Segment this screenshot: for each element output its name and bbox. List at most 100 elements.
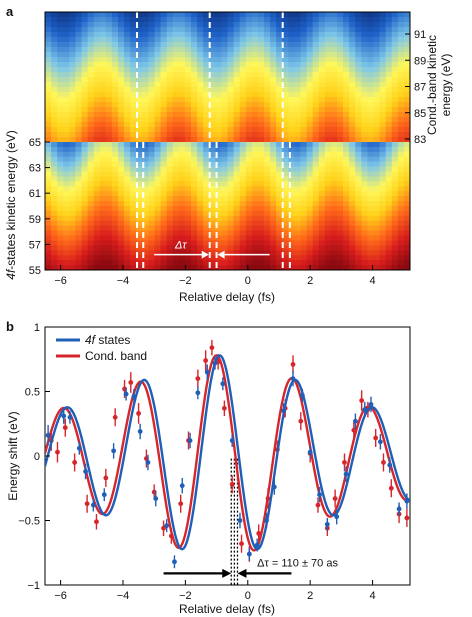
heatmap-cell-bottom: [118, 151, 125, 158]
heatmap-cell-top: [191, 102, 198, 108]
heatmap-cell-bottom: [361, 191, 369, 197]
heatmap-cell-top: [172, 132, 180, 138]
heatmap-cell-bottom: [75, 166, 83, 173]
heatmap-cell-bottom: [276, 166, 283, 173]
heatmap-cell-top: [154, 12, 162, 18]
heatmap-cell-bottom: [75, 230, 83, 237]
heatmap-cell-top: [184, 57, 192, 63]
heatmap-cell-top: [148, 122, 156, 128]
heatmap-cell-top: [245, 77, 253, 83]
heatmap-cell-top: [282, 87, 289, 93]
heatmap-cell-bottom: [379, 151, 387, 158]
heatmap-cell-bottom: [57, 176, 64, 182]
heatmap-cell-top: [264, 22, 271, 28]
heatmap-cell-bottom: [63, 225, 70, 232]
heatmap-cell-bottom: [203, 146, 210, 153]
heatmap-cell-bottom: [337, 245, 344, 251]
heatmap-cell-bottom: [264, 171, 271, 178]
heatmap-cell-bottom: [270, 176, 277, 182]
heatmap-cell-bottom: [166, 166, 174, 173]
heatmap-cell-bottom: [373, 196, 381, 202]
heatmap-cell-top: [239, 32, 247, 38]
heatmap-cell-bottom: [136, 260, 143, 266]
y-tick-label-b: −0.5: [18, 516, 40, 528]
heatmap-cell-top: [294, 112, 302, 118]
heatmap-cell-bottom: [391, 191, 399, 197]
heatmap-cell-bottom: [355, 181, 362, 187]
heatmap-cell-bottom: [166, 230, 174, 237]
heatmap-cell-top: [349, 92, 356, 98]
heatmap-cell-bottom: [337, 186, 344, 192]
heatmap-cell-top: [69, 82, 77, 88]
heatmap-cell-bottom: [251, 220, 259, 227]
heatmap-cell-top: [227, 72, 235, 78]
heatmap-cell-bottom: [203, 151, 210, 158]
heatmap-cell-bottom: [264, 230, 271, 237]
heatmap-cell-top: [227, 52, 235, 58]
heatmap-cell-bottom: [221, 225, 229, 232]
heatmap-cell-top: [343, 137, 350, 143]
series-point: [204, 369, 210, 375]
heatmap-cell-bottom: [306, 161, 314, 168]
heatmap-cell-bottom: [111, 225, 119, 232]
heatmap-cell-top: [99, 67, 107, 73]
heatmap-cell-bottom: [257, 151, 265, 158]
heatmap-cell-bottom: [403, 201, 410, 207]
heatmap-cell-bottom: [87, 260, 95, 266]
heatmap-cell-top: [105, 127, 113, 133]
heatmap-cell-bottom: [257, 181, 265, 187]
heatmap-cell-top: [215, 77, 223, 83]
heatmap-cell-top: [197, 87, 204, 93]
heatmap-cell-top: [385, 67, 393, 73]
heatmap-cell-top: [118, 102, 125, 108]
y-tick-label-a-left: 61: [29, 188, 41, 200]
heatmap-cell-top: [87, 17, 95, 23]
heatmap-cell-bottom: [209, 166, 216, 173]
heatmap-cell-bottom: [337, 240, 344, 246]
heatmap-cell-top: [257, 97, 265, 103]
heatmap-cell-bottom: [276, 156, 283, 163]
heatmap-cell-bottom: [197, 181, 204, 187]
heatmap-cell-top: [397, 42, 405, 48]
heatmap-cell-top: [288, 42, 296, 48]
heatmap-cell-top: [233, 37, 241, 43]
heatmap-cell-top: [203, 27, 210, 33]
heatmap-cell-top: [166, 122, 174, 128]
heatmap-cell-top: [349, 127, 356, 133]
heatmap-cell-top: [57, 97, 64, 103]
heatmap-cell-bottom: [251, 225, 259, 232]
heatmap-cell-bottom: [51, 215, 58, 222]
heatmap-cell-top: [312, 102, 320, 108]
heatmap-cell-bottom: [343, 260, 350, 266]
heatmap-cell-top: [215, 102, 223, 108]
heatmap-cell-top: [373, 137, 381, 143]
heatmap-cell-top: [191, 97, 198, 103]
heatmap-cell-bottom: [124, 235, 131, 242]
series-point: [265, 496, 271, 501]
heatmap-cell-top: [343, 112, 350, 118]
heatmap-cell-bottom: [306, 206, 314, 212]
heatmap-cell-top: [51, 132, 58, 138]
heatmap-cell-bottom: [251, 240, 259, 246]
heatmap-cell-top: [373, 57, 381, 63]
heatmap-cell-bottom: [233, 265, 241, 270]
heatmap-cell-top: [373, 102, 381, 108]
heatmap-cell-bottom: [69, 220, 77, 227]
heatmap-cell-bottom: [166, 142, 174, 148]
heatmap-cell-bottom: [81, 250, 89, 256]
heatmap-cell-top: [282, 122, 289, 128]
heatmap-cell-bottom: [264, 206, 271, 212]
heatmap-cell-bottom: [306, 235, 314, 242]
heatmap-cell-bottom: [294, 142, 302, 148]
heatmap-cell-bottom: [324, 196, 332, 202]
heatmap-cell-bottom: [397, 215, 405, 222]
heatmap-cell-bottom: [385, 171, 393, 178]
heatmap-cell-bottom: [385, 225, 393, 232]
heatmap-cell-top: [324, 67, 332, 73]
heatmap-cell-top: [81, 127, 89, 133]
heatmap-cell-top: [191, 42, 198, 48]
heatmap-cell-top: [51, 77, 58, 83]
heatmap-cell-bottom: [63, 161, 70, 168]
heatmap-cell-bottom: [99, 206, 107, 212]
